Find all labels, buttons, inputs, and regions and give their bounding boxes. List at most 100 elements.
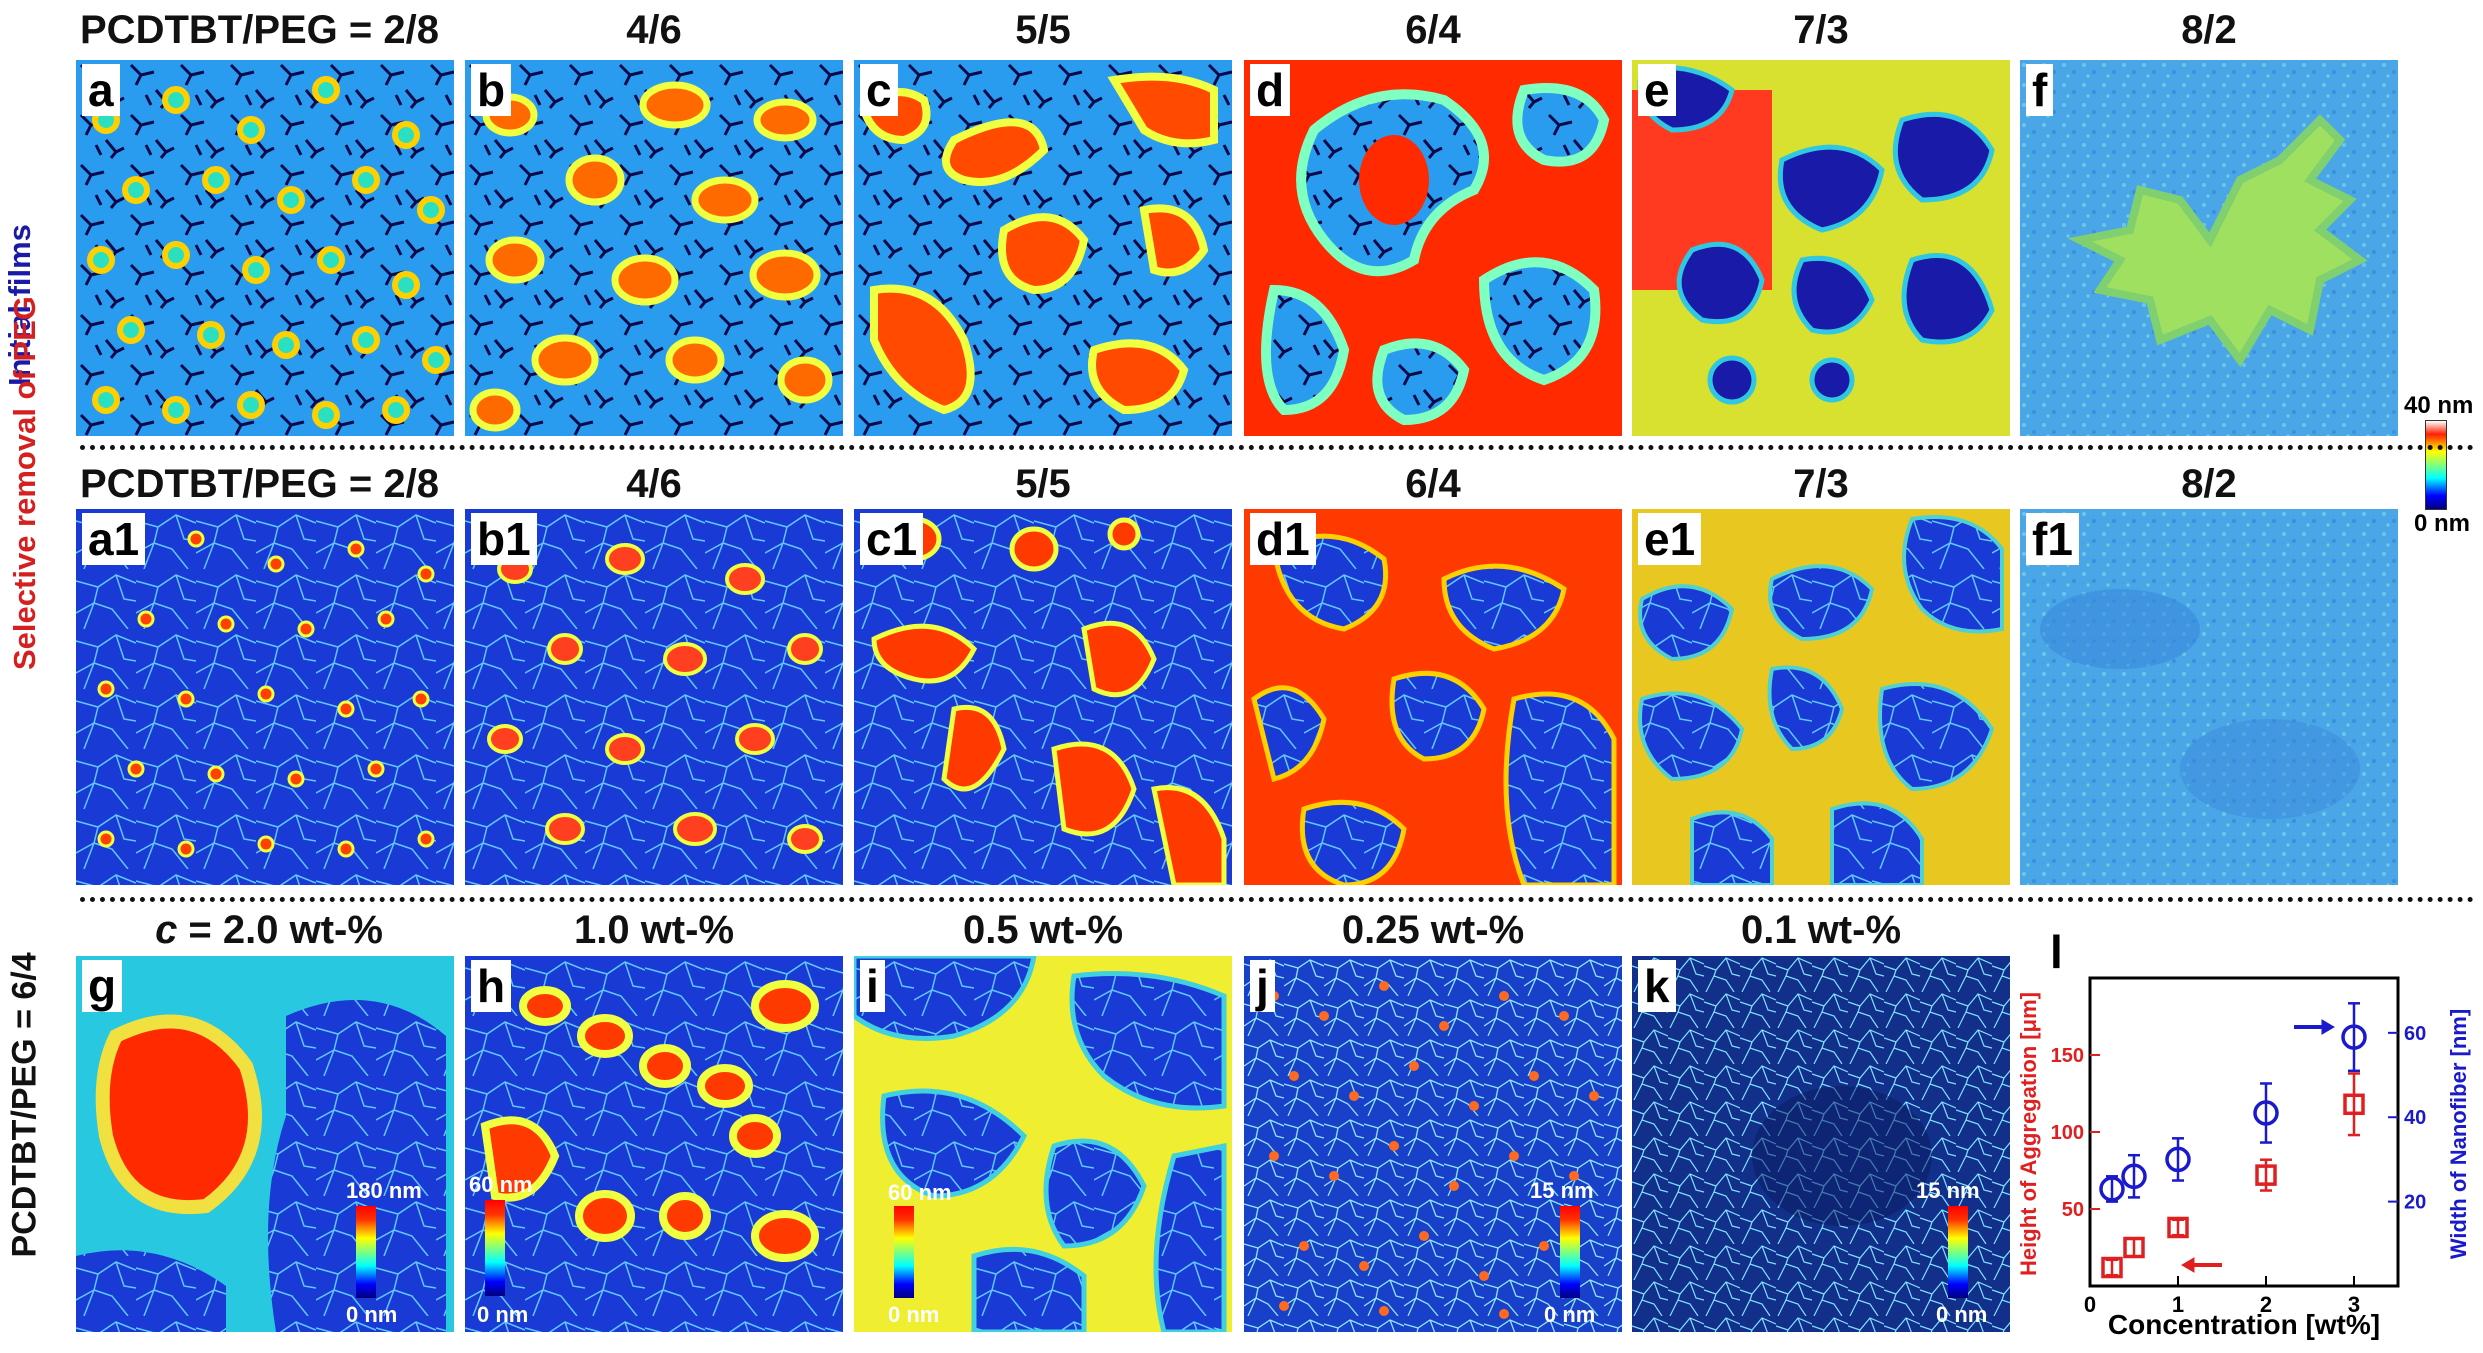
afm-panel-d1: d1: [1244, 509, 1622, 885]
afm-image-e: [1632, 60, 2010, 436]
arrow-height-series: [2181, 1257, 2222, 1273]
afm-image-g: [76, 956, 454, 1332]
arrow-width-series: [2294, 1019, 2335, 1035]
panel-label-a: a: [82, 64, 120, 116]
colorbar-j: [1560, 1206, 1580, 1298]
shared-colorbar: [2425, 420, 2447, 510]
title-b: 4/6: [626, 8, 682, 52]
row-label-removal: Selective removal of PEG: [7, 296, 42, 670]
afm-panel-f1: f1: [2020, 509, 2398, 885]
afm-image-b1: [465, 509, 843, 885]
afm-image-c: [854, 60, 1232, 436]
colorbar-i-bottom-label: 0 nm: [888, 1302, 940, 1327]
afm-image-d1: [1244, 509, 1622, 885]
y-axis-left-label: Height of Aggregation [μm]: [2016, 992, 2041, 1276]
title-e1: 7/3: [1793, 462, 1849, 506]
panel-label-g: g: [82, 960, 123, 1012]
y-left-tick-label: 150: [2051, 1045, 2084, 1067]
afm-panel-g: g 180 nm 0 nm: [76, 956, 454, 1332]
y-right-tick-label: 20: [2404, 1192, 2426, 1214]
afm-panel-k: k 15 nm 0 nm: [1632, 956, 2010, 1332]
chart-ticks: 0 1 2 3 50 100 150 20 40 60: [2051, 1023, 2427, 1317]
afm-panel-f: f: [2020, 60, 2398, 436]
separator-1: [80, 445, 2475, 450]
shared-colorbar-bottom-label: 0 nm: [2414, 510, 2471, 537]
afm-image-e1: [1632, 509, 2010, 885]
title-g: c = 2.0 wt-%: [80, 908, 458, 953]
colorbar-k-top-label: 15 nm: [1916, 1178, 1980, 1203]
data-point-width: [2341, 1024, 2367, 1050]
colorbar-i: [894, 1206, 914, 1298]
separator-2: [80, 897, 2475, 902]
afm-panel-e1: e1: [1632, 509, 2010, 885]
afm-image-b: [465, 60, 843, 436]
afm-panel-b1: b1: [465, 509, 843, 885]
y-right-tick-label: 60: [2404, 1023, 2426, 1045]
colorbar-g-bottom-label: 0 nm: [346, 1302, 398, 1327]
data-point-width: [2253, 1100, 2279, 1126]
title-c: 5/5: [1015, 8, 1071, 52]
x-tick-label: 0: [2084, 1292, 2096, 1317]
afm-image-j: [1244, 956, 1622, 1332]
panel-label-a1: a1: [82, 513, 146, 565]
afm-image-a1: [76, 509, 454, 885]
data-point-height: [2343, 1093, 2365, 1116]
y-left-tick-label: 50: [2062, 1199, 2084, 1221]
data-point-width: [2099, 1176, 2125, 1202]
title-a: PCDTBT/PEG = 2/8: [80, 8, 439, 52]
afm-image-k: [1632, 956, 2010, 1332]
afm-panel-b: b: [465, 60, 843, 436]
x-tick-label: 3: [2348, 1292, 2360, 1317]
data-point-width: [2121, 1163, 2147, 1190]
data-point-height: [2123, 1236, 2145, 1259]
afm-image-f: [2020, 60, 2398, 436]
afm-panel-h: h 60 nm 0 nm: [465, 956, 843, 1332]
colorbar-k: [1948, 1206, 1968, 1298]
afm-panel-d: d: [1244, 60, 1622, 436]
title-g-rest: = 2.0 wt-%: [177, 908, 383, 952]
y-left-tick-label: 100: [2051, 1122, 2084, 1144]
title-j: 0.25 wt-%: [1341, 908, 1525, 952]
y-right-tick-label: 40: [2404, 1107, 2426, 1129]
afm-panel-c: c: [854, 60, 1232, 436]
panel-label-k: k: [1638, 960, 1676, 1012]
colorbar-k-bottom-label: 0 nm: [1936, 1302, 1988, 1327]
title-k: 0.1 wt-%: [1740, 908, 1902, 952]
panel-label-c1: c1: [860, 513, 924, 565]
data-point-height: [2167, 1216, 2189, 1239]
colorbar-h-bottom-label: 0 nm: [477, 1302, 529, 1327]
chart-l-svg: l Height of Aggregation [μm] Width of Na…: [2016, 926, 2471, 1340]
y-axis-right-label: Width of Nanofiber [nm]: [2446, 1009, 2471, 1259]
afm-image-d: [1244, 60, 1622, 436]
afm-panel-i: i 60 nm 0 nm: [854, 956, 1232, 1332]
colorbar-g: [356, 1206, 376, 1298]
title-g-italic: c: [155, 908, 178, 952]
data-point-width: [2165, 1146, 2191, 1173]
chart-marks: [2099, 1002, 2367, 1279]
afm-image-h: [465, 956, 843, 1332]
title-i: 0.5 wt-%: [962, 908, 1124, 952]
colorbar-h: [485, 1200, 505, 1296]
afm-panel-a: a: [76, 60, 454, 436]
afm-panel-c1: c1: [854, 509, 1232, 885]
title-a1: PCDTBT/PEG = 2/8: [80, 462, 439, 506]
colorbar-i-top-label: 60 nm: [888, 1180, 952, 1205]
data-point-height: [2255, 1164, 2277, 1186]
data-point-height: [2101, 1256, 2123, 1279]
panel-label-d1: d1: [1250, 513, 1316, 565]
panel-label-j: j: [1250, 960, 1275, 1012]
title-d1: 6/4: [1405, 462, 1461, 506]
x-tick-label: 2: [2260, 1292, 2272, 1317]
colorbar-j-top-label: 15 nm: [1530, 1178, 1594, 1203]
title-f: 8/2: [2181, 8, 2237, 52]
title-d: 6/4: [1405, 8, 1461, 52]
panel-label-f1: f1: [2026, 513, 2079, 565]
row-label-ratio: PCDTBT/PEG = 6/4: [5, 952, 44, 1258]
panel-label-i: i: [860, 960, 885, 1012]
panel-label-d: d: [1250, 64, 1291, 116]
panel-label-f: f: [2026, 64, 2054, 116]
afm-panel-j: j 15 nm 0 nm: [1244, 956, 1622, 1332]
panel-label-h: h: [471, 960, 512, 1012]
panel-label-e: e: [1638, 64, 1676, 116]
colorbar-j-bottom-label: 0 nm: [1544, 1302, 1596, 1327]
